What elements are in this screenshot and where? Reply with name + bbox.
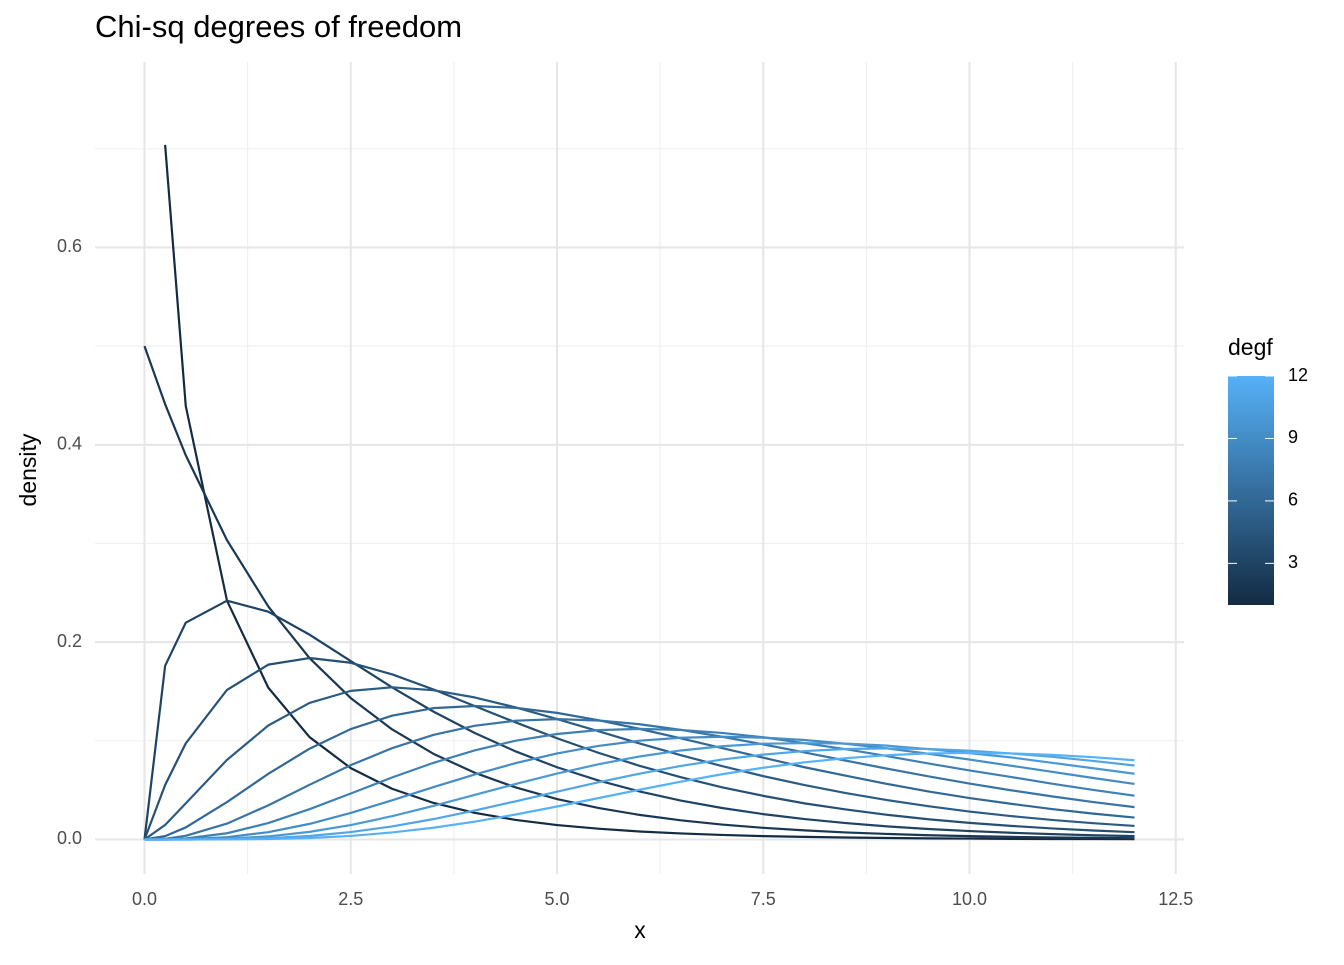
density-line [144, 704, 1135, 841]
x-tick-label: 2.5 [338, 889, 363, 909]
density-line [144, 727, 1135, 841]
density-line [144, 735, 1135, 841]
x-tick-label: 0.0 [132, 889, 157, 909]
y-axis-title: density [15, 433, 41, 506]
density-line [143, 686, 1135, 841]
density-line [143, 599, 1135, 840]
lines [143, 144, 1135, 841]
density-line [144, 718, 1135, 841]
x-tick-label: 12.5 [1158, 889, 1193, 909]
x-tick-label: 7.5 [751, 889, 776, 909]
legend-tick-label: 9 [1288, 427, 1298, 447]
x-tick-label: 10.0 [952, 889, 987, 909]
y-tick-label: 0.4 [57, 434, 82, 454]
y-tick-label: 0.6 [57, 236, 82, 256]
legend: 3 6 9 12 [1228, 365, 1308, 572]
y-tick-label: 0.0 [57, 828, 82, 848]
chart-title: Chi-sq degrees of freedom [95, 9, 462, 44]
x-tick-label: 5.0 [544, 889, 569, 909]
density-line [144, 751, 1135, 841]
y-tick-label: 0.2 [57, 631, 82, 651]
density-line [143, 345, 1135, 840]
density-line [143, 656, 1135, 840]
legend-tick-label: 12 [1288, 365, 1308, 385]
legend-title: degf [1228, 334, 1273, 360]
legend-tick-label: 6 [1288, 490, 1298, 510]
x-axis-title: x [634, 917, 646, 943]
legend-tick-label: 3 [1288, 552, 1298, 572]
density-line [164, 144, 1135, 841]
colorbar [1228, 376, 1274, 605]
grid [95, 62, 1184, 874]
